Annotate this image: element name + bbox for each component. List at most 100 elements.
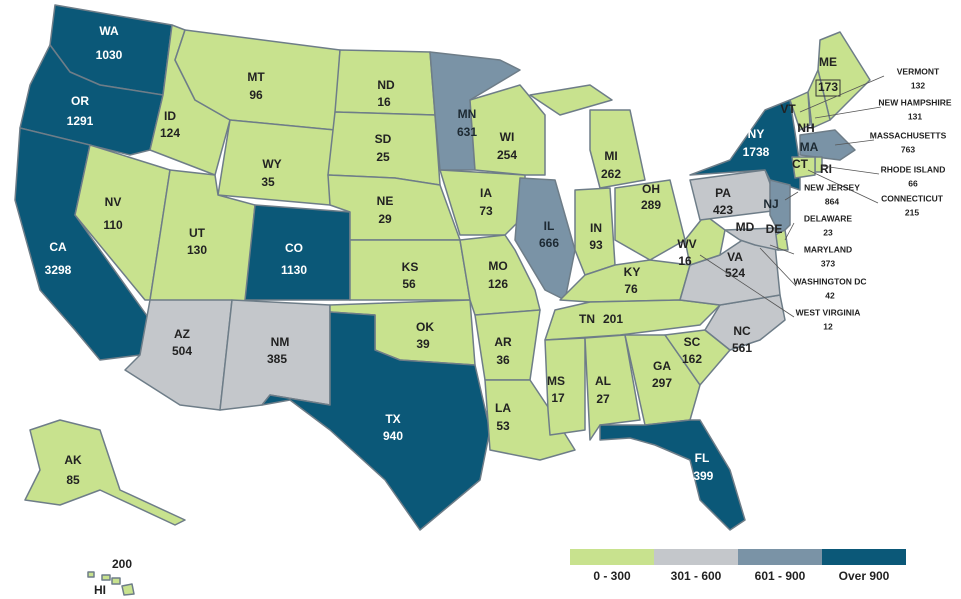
state [544, 337, 586, 436]
callout-value: 763 [901, 144, 915, 154]
callout-name: WEST VIRGINIA [796, 307, 861, 317]
callout-name: VERMONT [897, 66, 940, 76]
state-abbr: NM [271, 335, 290, 349]
state-value: 73 [479, 204, 493, 218]
state [679, 234, 781, 306]
state-value: 173 [818, 80, 838, 94]
state-abbr: AR [494, 335, 512, 349]
leader-line [814, 106, 882, 119]
state-value: 124 [160, 126, 180, 140]
state-abbr: ME [819, 55, 837, 69]
state-abbr: IL [544, 219, 555, 233]
callout-name: RHODE ISLAND [881, 164, 946, 174]
state-value: 76 [624, 282, 638, 296]
state-value: 96 [249, 88, 263, 102]
state-abbr: MD [736, 220, 755, 234]
state-value: 25 [376, 150, 390, 164]
state-value: 16 [377, 95, 391, 109]
state-abbr: CA [49, 240, 67, 254]
state-abbr: KY [624, 265, 641, 279]
callout-name: CONNECTICUT [881, 193, 944, 203]
state-abbr: MN [458, 107, 477, 121]
callout-value: 373 [821, 258, 835, 268]
state [624, 334, 701, 426]
state [87, 571, 135, 596]
state-value: 110 [103, 218, 123, 232]
leader-line [799, 75, 885, 113]
state [689, 169, 781, 221]
leader-line [699, 254, 795, 318]
state [327, 111, 441, 186]
legend-swatch [822, 549, 906, 565]
value-box [815, 79, 841, 97]
state-abbr: SC [684, 335, 701, 349]
state-value: 130 [187, 243, 207, 257]
state-abbr: SD [375, 132, 392, 146]
state-value: 162 [682, 352, 702, 366]
state-abbr: AZ [174, 327, 190, 341]
callout-value: 132 [911, 80, 925, 90]
state-value: 1291 [67, 114, 94, 128]
state-abbr: NE [377, 194, 394, 208]
state-value: 561 [732, 341, 752, 355]
leader-line [821, 165, 880, 175]
state-value: 524 [725, 266, 745, 280]
state-abbr: CT [792, 157, 809, 171]
state-abbr: CO [285, 241, 303, 255]
state [724, 227, 779, 251]
state [469, 84, 546, 176]
callout-value: 864 [825, 196, 839, 206]
leader-line [784, 191, 799, 201]
state-value: 53 [496, 419, 510, 433]
labels: WA 1030 OR 1291 CA 3298 NV 110 ID 124 MT 96 WY 35 UT 13… [45, 24, 952, 597]
state-value: 254 [497, 148, 517, 162]
state-abbr: VT [780, 102, 796, 116]
state-abbr: HI [94, 583, 106, 597]
callout-value: 23 [823, 227, 833, 237]
state-value: 1030 [96, 48, 123, 62]
state-value: 385 [267, 352, 287, 366]
state [789, 91, 811, 131]
state-abbr: OK [416, 320, 434, 334]
state-abbr: PA [715, 186, 731, 200]
legend-label: Over 900 [839, 569, 890, 583]
state-abbr: WV [677, 237, 696, 251]
state-value: 16 [678, 254, 692, 268]
state-value: 1399 [687, 469, 714, 483]
callout-value: 131 [908, 111, 922, 121]
state [24, 419, 186, 526]
callout-name: WASHINGTON DC [793, 276, 866, 286]
state-abbr: OR [71, 94, 89, 108]
state-value: 56 [402, 277, 416, 291]
leader-line [834, 139, 875, 146]
legend-label: 0 - 300 [593, 569, 631, 583]
state-abbr: UT [189, 226, 206, 240]
callout-name: DELAWARE [804, 213, 853, 223]
state-abbr: OH [642, 182, 660, 196]
state-value: 36 [496, 353, 510, 367]
state-value: 29 [378, 212, 392, 226]
callout-name: NEW HAMPSHIRE [878, 97, 952, 107]
state [799, 129, 856, 161]
state [807, 69, 831, 129]
legend-swatch [654, 549, 738, 565]
state-abbr: WA [99, 24, 119, 38]
state-abbr: WY [262, 157, 281, 171]
state-value: 17 [551, 391, 565, 405]
state-abbr: AL [595, 374, 611, 388]
state [261, 311, 491, 531]
state [529, 84, 646, 189]
state-abbr: ND [377, 78, 395, 92]
state-value: 423 [713, 203, 733, 217]
state-abbr: MI [604, 149, 617, 163]
state-abbr: IA [480, 186, 492, 200]
state-abbr: NY [748, 127, 765, 141]
state-value: 1130 [281, 263, 307, 277]
state-value: 631 [457, 125, 477, 139]
state [484, 379, 576, 461]
callout-value: 66 [908, 178, 918, 188]
callout-value: 215 [905, 207, 919, 217]
state-abbr: AK [64, 453, 82, 467]
state [74, 144, 171, 301]
